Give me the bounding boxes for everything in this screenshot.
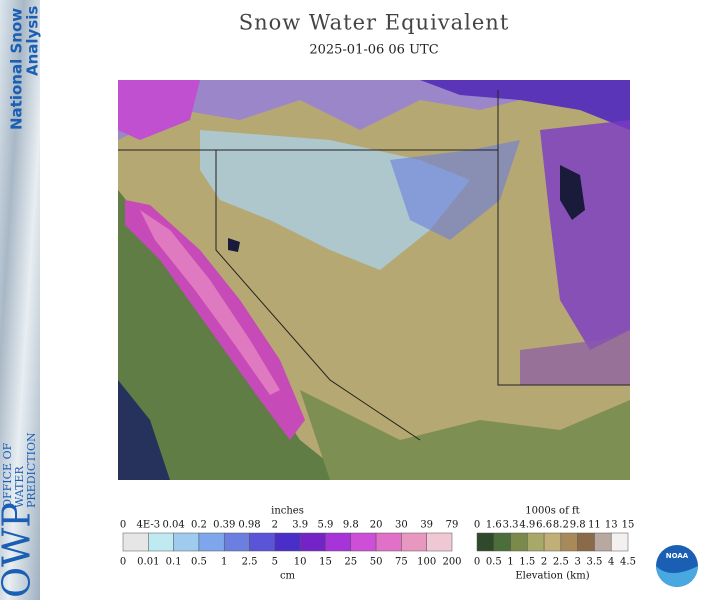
colorbar-swatch (594, 532, 612, 552)
office-line: OFFICE OF (1, 442, 14, 508)
colorbar-swatch (560, 532, 578, 552)
colorbar-label: 5 (272, 557, 278, 568)
colorbar-label: 3 (574, 557, 580, 568)
colorbar-label: 0.04 (162, 520, 184, 531)
colorbar-label: 13 (605, 520, 618, 531)
colorbar-label: 9.8 (570, 520, 586, 531)
colorbar-swatch (148, 532, 174, 552)
colorbar-label: 75 (395, 557, 408, 568)
office-line: PREDICTION (25, 432, 38, 508)
colorbar-label: 1.5 (519, 557, 535, 568)
colorbar-swatch (223, 532, 250, 552)
map-image (118, 80, 630, 480)
sidebar-image (0, 0, 40, 600)
colorbar-label: 0.5 (486, 557, 502, 568)
noaa-text: NOAA (666, 552, 689, 560)
colorbar-label: 0.2 (191, 520, 207, 531)
colorbar-swatch (493, 532, 511, 552)
colorbar-label: 4.5 (620, 557, 636, 568)
brand-line: Analysis (24, 6, 42, 76)
colorbar-label: 0 (120, 520, 126, 531)
colorbar-label: 2 (272, 520, 278, 531)
brand-line: National Snow (8, 8, 26, 130)
colorbar-label: 25 (344, 557, 357, 568)
colorbar-swatch (527, 532, 545, 552)
colorbar-label: 5.9 (318, 520, 334, 531)
colorbar-label: 0.5 (191, 557, 207, 568)
colorbar-label: 50 (370, 557, 383, 568)
title: Snow Water Equivalent (239, 11, 510, 35)
colorbar-label: 4 (608, 557, 614, 568)
colorbar-label: 0.1 (166, 557, 182, 568)
colorbar-label: 10 (294, 557, 307, 568)
colorbar-label: 4E-3 (137, 520, 161, 531)
colorbar-swatch (375, 532, 402, 552)
colorbar-swatch (122, 532, 149, 552)
colorbar-swatch (198, 532, 225, 552)
colorbar-unit: 1000s of ft (525, 506, 579, 517)
colorbar-label: 15 (319, 557, 332, 568)
colorbar-label: 2.5 (242, 557, 258, 568)
colorbar-label: 9.8 (343, 520, 359, 531)
colorbar-unit: cm (280, 571, 296, 582)
colorbar-swatch (401, 532, 427, 552)
colorbar-label: 8.2 (553, 520, 569, 531)
colorbar-label: 0 (474, 520, 480, 531)
colorbar-label: 0.98 (238, 520, 260, 531)
colorbar-unit: inches (271, 506, 304, 517)
colorbar-label: 11 (588, 520, 601, 531)
logo: OWP (0, 502, 39, 598)
colorbar-swatch (299, 532, 326, 552)
colorbar-label: 1.6 (486, 520, 502, 531)
colorbar-label: 2 (541, 557, 547, 568)
colorbar-label: 15 (622, 520, 635, 531)
noaa-logo: NOAA (656, 545, 698, 587)
colorbar-label: 1 (221, 557, 227, 568)
colorbar-swatch (426, 532, 453, 552)
colorbar-label: 0.39 (213, 520, 235, 531)
colorbar-label: 200 (442, 557, 461, 568)
colorbar-swatch (249, 532, 276, 552)
colorbar-label: 4.9 (519, 520, 535, 531)
colorbar-label: 2.5 (553, 557, 569, 568)
colorbar-label: 79 (446, 520, 459, 531)
colorbar-swatch (510, 532, 528, 552)
colorbar-swatch (610, 532, 629, 552)
colorbar-label: 3.9 (292, 520, 308, 531)
colorbar-swatch (476, 532, 495, 552)
office-line: WATER (13, 466, 26, 508)
subtitle: 2025-01-06 06 UTC (309, 43, 438, 58)
colorbar-swatch (350, 532, 377, 552)
colorbar-swatch (173, 532, 200, 552)
colorbar-label: 20 (370, 520, 383, 531)
colorbar-swatch (274, 532, 301, 552)
colorbar-swatch (543, 532, 562, 552)
colorbar-label: 3.3 (503, 520, 519, 531)
colorbar-label: 1 (507, 557, 513, 568)
colorbar-label: 39 (420, 520, 433, 531)
colorbar-swatch (577, 532, 595, 552)
colorbar-unit: Elevation (km) (515, 571, 589, 582)
colorbar-label: 0.01 (137, 557, 159, 568)
colorbar-swatch (325, 532, 352, 552)
colorbar-label: 0 (120, 557, 126, 568)
colorbar-label: 6.6 (536, 520, 552, 531)
colorbar-label: 3.5 (586, 557, 602, 568)
colorbar-label: 0 (474, 557, 480, 568)
colorbar-label: 30 (395, 520, 408, 531)
colorbar-label: 100 (417, 557, 436, 568)
